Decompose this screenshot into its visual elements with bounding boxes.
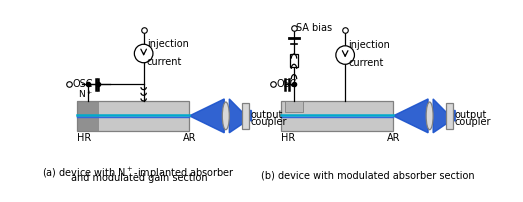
Text: OSC: OSC: [72, 79, 93, 89]
Text: injection: injection: [348, 40, 390, 50]
Text: SA bias: SA bias: [297, 23, 333, 33]
Polygon shape: [433, 99, 455, 133]
Text: and modulated gain section: and modulated gain section: [71, 173, 207, 183]
Text: (a) device with N$^+$-implanted absorber: (a) device with N$^+$-implanted absorber: [42, 166, 235, 181]
Polygon shape: [393, 99, 428, 133]
Bar: [242, 103, 249, 129]
Text: HR: HR: [77, 133, 91, 143]
Text: OSC: OSC: [276, 79, 297, 89]
Text: HR: HR: [281, 133, 295, 143]
Ellipse shape: [426, 102, 433, 130]
Circle shape: [134, 44, 153, 63]
Circle shape: [336, 46, 355, 64]
Text: current: current: [147, 57, 182, 67]
Text: AR: AR: [387, 133, 401, 143]
Text: current: current: [348, 58, 384, 68]
Text: (b) device with modulated absorber section: (b) device with modulated absorber secti…: [261, 170, 474, 181]
Text: coupler: coupler: [454, 117, 491, 127]
Polygon shape: [189, 99, 224, 133]
Text: output: output: [454, 110, 487, 120]
Text: coupler: coupler: [251, 117, 287, 127]
Bar: [446, 103, 453, 129]
Text: AR: AR: [183, 133, 197, 143]
Bar: [77, 101, 189, 130]
Text: injection: injection: [147, 39, 189, 49]
Bar: [77, 101, 99, 130]
Ellipse shape: [222, 102, 229, 130]
Text: output: output: [251, 110, 283, 120]
Bar: [99, 101, 189, 130]
Polygon shape: [229, 99, 252, 133]
Bar: [281, 101, 393, 130]
Bar: [290, 54, 298, 67]
Bar: [286, 101, 302, 112]
Text: N$^+$: N$^+$: [78, 88, 93, 100]
